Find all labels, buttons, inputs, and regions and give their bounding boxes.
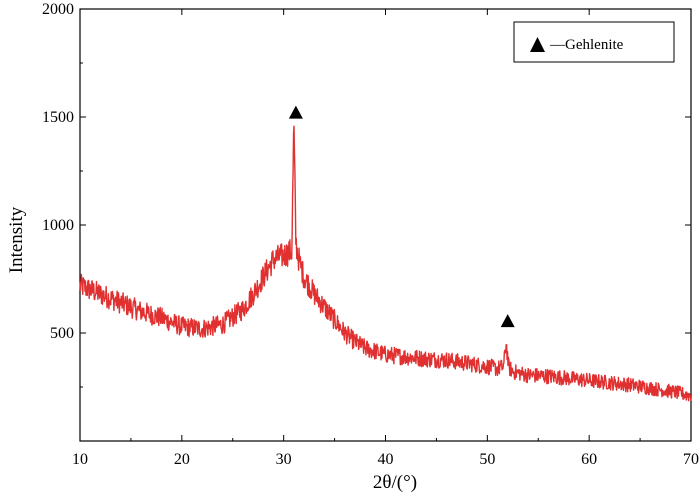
peak-triangle-icon	[500, 314, 515, 328]
y-tick-label: 2000	[42, 1, 74, 18]
legend-triangle-icon	[530, 37, 545, 52]
y-tick-label: 1500	[42, 109, 74, 126]
legend: —Gehlenite	[513, 21, 675, 63]
y-axis-label: Intensity	[6, 206, 27, 273]
y-tick-label: 500	[50, 325, 74, 342]
legend-label: —Gehlenite	[549, 37, 624, 53]
x-axis-tick-labels: 10 20 30 40 50 60 70	[72, 451, 699, 468]
legend-box	[513, 21, 675, 63]
x-tick-label: 40	[378, 451, 394, 468]
y-tick-label: 1000	[42, 217, 74, 234]
x-axis-ticks	[79, 9, 692, 441]
peak-triangle-icon	[288, 105, 303, 119]
y-axis-tick-labels: 500 1000 1500 2000	[42, 1, 74, 342]
x-tick-label: 20	[174, 451, 190, 468]
series-line	[79, 125, 692, 402]
x-tick-label: 30	[276, 451, 292, 468]
y-axis-ticks	[80, 8, 691, 388]
x-tick-label: 10	[72, 451, 88, 468]
peak-markers	[288, 105, 515, 328]
x-tick-label: 50	[479, 451, 495, 468]
x-tick-label: 70	[683, 451, 699, 468]
x-axis-label: 2θ/(°)	[373, 472, 417, 493]
x-tick-label: 60	[581, 451, 597, 468]
